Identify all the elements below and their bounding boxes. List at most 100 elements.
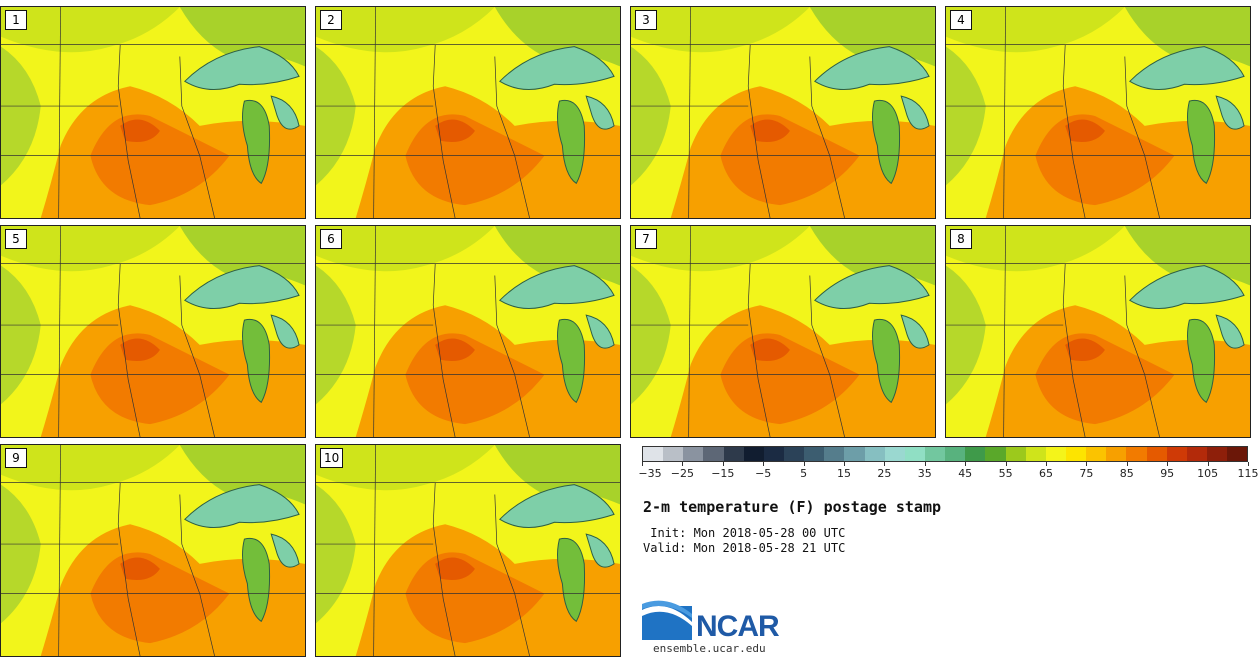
ncar-logo-text: NCAR	[696, 610, 780, 643]
colorbar-tick	[1248, 462, 1249, 466]
temperature-map	[316, 7, 620, 218]
colorbar-tick	[965, 462, 967, 466]
colorbar-tick-label: 95	[1160, 467, 1175, 480]
colorbar-swatch	[663, 447, 684, 461]
temperature-map	[946, 226, 1250, 437]
colorbar-swatch	[824, 447, 845, 461]
temperature-map	[1, 7, 305, 218]
stamp-member-label: 10	[320, 448, 344, 468]
colorbar-swatch	[1065, 447, 1087, 461]
stamp-member-label: 8	[950, 229, 972, 249]
colorbar-swatch	[683, 447, 704, 461]
postage-stamp-9: 9	[0, 444, 306, 657]
colorbar-tick-label: −5	[755, 467, 772, 480]
colorbar-swatch	[1045, 447, 1066, 461]
colorbar-swatch	[1106, 447, 1127, 461]
colorbar-swatch	[945, 447, 966, 461]
colorbar-swatch	[763, 447, 784, 461]
colorbar-tick	[642, 462, 643, 466]
colorbar-tick-label: 5	[800, 467, 808, 480]
postage-stamp-10: 10	[315, 444, 621, 657]
colorbar-tick	[803, 462, 805, 466]
colorbar-tick-label: 75	[1079, 467, 1094, 480]
colorbar-swatch	[723, 447, 744, 461]
temperature-map	[631, 7, 935, 218]
colorbar-swatch	[1025, 447, 1046, 461]
init-time: Init: Mon 2018-05-28 00 UTC	[643, 526, 846, 540]
temperature-map	[316, 226, 620, 437]
postage-stamp-7: 7	[630, 225, 936, 438]
postage-stamp-8: 8	[945, 225, 1251, 438]
colorbar-tick	[763, 462, 765, 466]
colorbar-tick	[1167, 462, 1169, 466]
postage-stamp-2: 2	[315, 6, 621, 219]
colorbar-swatch	[985, 447, 1006, 461]
colorbar-tick	[682, 462, 684, 466]
colorbar-swatch	[643, 447, 664, 461]
colorbar-swatch	[1206, 447, 1228, 461]
temperature-map	[1, 445, 305, 656]
colorbar-tick-label: 25	[877, 467, 892, 480]
postage-stamp-5: 5	[0, 225, 306, 438]
colorbar-tick-label: 45	[958, 467, 973, 480]
colorbar-tick	[1046, 462, 1047, 466]
temperature-map	[946, 7, 1250, 218]
colorbar-swatch	[804, 447, 825, 461]
colorbar-tick-label: 85	[1119, 467, 1134, 480]
stamp-member-label: 5	[5, 229, 27, 249]
colorbar-swatch	[1166, 447, 1187, 461]
colorbar-tick	[1086, 462, 1088, 466]
colorbar-swatch	[924, 447, 946, 461]
postage-stamp-3: 3	[630, 6, 936, 219]
colorbar-tick	[844, 462, 845, 466]
valid-time: Valid: Mon 2018-05-28 21 UTC	[643, 541, 846, 555]
colorbar-swatch	[965, 447, 986, 461]
colorbar-tick	[884, 462, 886, 466]
colorbar-swatch	[1146, 447, 1167, 461]
temperature-colorbar	[642, 446, 1248, 462]
colorbar-swatch	[904, 447, 925, 461]
stamp-member-label: 4	[950, 10, 972, 30]
colorbar-swatch	[1005, 447, 1026, 461]
colorbar-swatch	[703, 447, 724, 461]
colorbar-tick-label: 115	[1237, 467, 1259, 480]
colorbar-tick	[1207, 462, 1209, 466]
colorbar-tick-labels: −35 −25 −15 −5 5 15 25 35 45 55 65 75 85 95 105 115	[638, 462, 1259, 484]
figure-title: 2-m temperature (F) postage stamp	[643, 498, 942, 516]
stamp-member-label: 2	[320, 10, 342, 30]
stamp-member-label: 3	[635, 10, 657, 30]
colorbar-swatch	[783, 447, 805, 461]
colorbar-swatch	[1186, 447, 1207, 461]
colorbar-swatch	[884, 447, 905, 461]
colorbar-tick	[722, 462, 724, 466]
postage-stamp-4: 4	[945, 6, 1251, 219]
postage-stamp-1: 1	[0, 6, 306, 219]
stamp-member-label: 9	[5, 448, 27, 468]
colorbar-swatch	[844, 447, 865, 461]
colorbar-tick	[924, 462, 926, 466]
website-url[interactable]: ensemble.ucar.edu	[653, 642, 766, 655]
ncar-logo-icon	[642, 600, 692, 640]
colorbar-swatch	[1227, 447, 1248, 461]
colorbar-tick-label: 55	[998, 467, 1013, 480]
colorbar-swatch	[743, 447, 764, 461]
colorbar-tick-label: 105	[1197, 467, 1219, 480]
temperature-map	[1, 226, 305, 437]
postage-stamp-6: 6	[315, 225, 621, 438]
colorbar-tick	[1126, 462, 1128, 466]
temperature-map	[316, 445, 620, 656]
colorbar-tick-label: −25	[670, 467, 694, 480]
temperature-map	[631, 226, 935, 437]
colorbar-tick-label: −15	[711, 467, 735, 480]
colorbar-swatch	[1086, 447, 1107, 461]
colorbar-tick-label: 15	[837, 467, 851, 480]
colorbar-tick-label: 65	[1039, 467, 1053, 480]
colorbar-tick-label: −35	[638, 467, 662, 480]
colorbar-swatch	[1126, 447, 1147, 461]
colorbar-tick-label: 35	[917, 467, 932, 480]
stamp-member-label: 1	[5, 10, 27, 30]
stamp-member-label: 6	[320, 229, 342, 249]
colorbar-swatch	[864, 447, 885, 461]
colorbar-tick	[1005, 462, 1007, 466]
stamp-member-label: 7	[635, 229, 657, 249]
